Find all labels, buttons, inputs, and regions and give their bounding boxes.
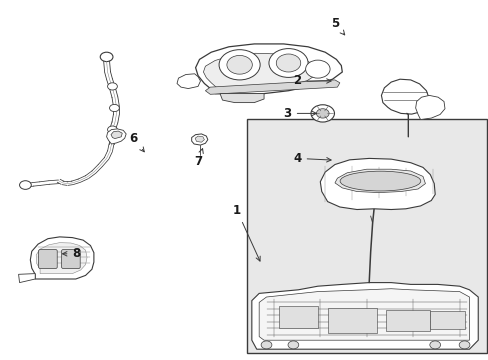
Polygon shape	[220, 94, 264, 103]
Polygon shape	[205, 80, 339, 94]
Polygon shape	[278, 306, 317, 328]
Polygon shape	[195, 44, 342, 94]
Polygon shape	[386, 310, 429, 331]
Polygon shape	[259, 289, 468, 340]
Text: 2: 2	[293, 75, 330, 87]
Circle shape	[226, 55, 252, 74]
Circle shape	[458, 341, 469, 349]
Circle shape	[109, 104, 119, 112]
Polygon shape	[30, 237, 94, 279]
Ellipse shape	[340, 171, 420, 191]
Circle shape	[100, 52, 113, 62]
Polygon shape	[251, 283, 477, 349]
Circle shape	[310, 105, 334, 122]
Polygon shape	[429, 311, 464, 329]
Text: 3: 3	[283, 107, 316, 120]
Polygon shape	[203, 53, 316, 89]
Circle shape	[305, 60, 329, 78]
Polygon shape	[381, 79, 428, 114]
Circle shape	[20, 181, 31, 189]
Polygon shape	[111, 131, 122, 139]
Polygon shape	[327, 308, 376, 333]
Polygon shape	[320, 158, 434, 210]
Polygon shape	[191, 134, 207, 145]
Polygon shape	[106, 129, 126, 144]
Circle shape	[287, 341, 298, 349]
Circle shape	[316, 109, 328, 118]
Circle shape	[219, 50, 260, 80]
Polygon shape	[334, 169, 425, 193]
FancyBboxPatch shape	[61, 249, 80, 269]
Polygon shape	[19, 274, 35, 283]
Circle shape	[276, 54, 300, 72]
Text: 5: 5	[330, 17, 344, 35]
Text: 6: 6	[129, 132, 144, 152]
Text: 4: 4	[293, 152, 330, 165]
Polygon shape	[415, 95, 444, 120]
Text: 1: 1	[232, 204, 260, 261]
Circle shape	[268, 49, 307, 77]
Text: 7: 7	[194, 149, 203, 168]
Text: 8: 8	[62, 247, 81, 260]
Polygon shape	[36, 243, 87, 274]
Circle shape	[107, 83, 117, 90]
Bar	[246, 119, 486, 353]
Circle shape	[429, 341, 440, 349]
Circle shape	[261, 341, 271, 349]
Circle shape	[107, 126, 117, 133]
Polygon shape	[177, 74, 200, 89]
Polygon shape	[195, 136, 204, 142]
FancyBboxPatch shape	[39, 249, 57, 269]
